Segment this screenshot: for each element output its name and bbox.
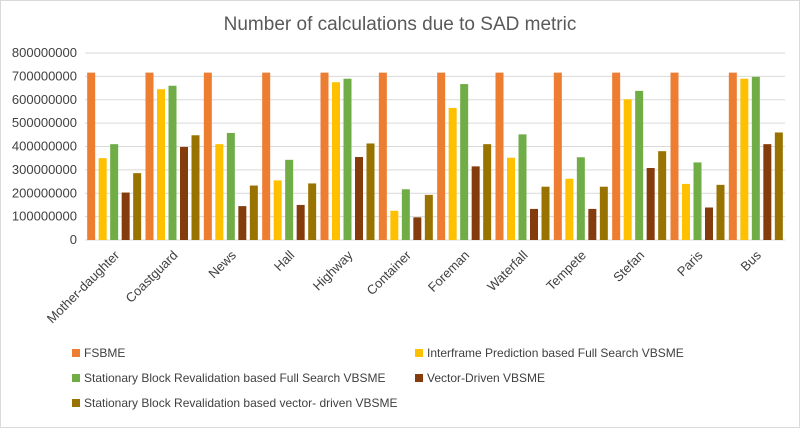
y-axis-ticks: 0 100000000 200000000 300000000 400000000 500… <box>12 45 77 247</box>
bar <box>366 143 375 240</box>
x-axis-ticks: Mother-daughter Coastguard News Hall Highway… <box>44 247 765 326</box>
x-tick-label: Bus <box>738 247 765 274</box>
y-tick-label: 100000000 <box>12 209 77 224</box>
bar <box>355 157 363 240</box>
bar <box>157 89 165 240</box>
bar <box>378 72 387 240</box>
bar <box>553 72 562 240</box>
y-tick-label: 800000000 <box>12 45 77 60</box>
bar <box>599 186 608 240</box>
x-tick-label: Mother-daughter <box>44 247 123 326</box>
y-tick-label: 0 <box>70 232 77 247</box>
bar <box>728 72 737 240</box>
bar <box>320 72 329 240</box>
bar <box>774 132 783 240</box>
bar <box>145 72 154 240</box>
x-tick-label: Container <box>363 247 414 298</box>
x-tick-label: Tempete <box>543 248 589 294</box>
bar <box>308 183 317 240</box>
y-tick-label: 500000000 <box>12 115 77 130</box>
y-tick-label: 700000000 <box>12 68 77 83</box>
bar <box>565 178 574 240</box>
bar <box>249 185 258 240</box>
legend-label: Vector-Driven VBSME <box>427 371 545 385</box>
legend-swatch <box>415 374 423 382</box>
bar <box>191 135 200 240</box>
y-tick-label: 600000000 <box>12 92 77 107</box>
bar <box>215 144 224 240</box>
bars <box>87 72 783 241</box>
bar <box>226 132 235 240</box>
bar <box>203 72 212 240</box>
bar <box>588 208 597 240</box>
bar <box>670 72 679 240</box>
bar <box>716 184 725 240</box>
bar <box>87 72 96 240</box>
x-tick-label: Paris <box>674 247 706 279</box>
bar <box>273 180 282 240</box>
bar <box>332 82 340 240</box>
bar <box>541 186 550 240</box>
bar <box>121 192 130 240</box>
legend-swatch <box>72 399 80 407</box>
x-tick-label: Waterfall <box>484 247 531 294</box>
bar <box>612 72 621 240</box>
bar <box>180 146 188 240</box>
bar <box>460 84 469 241</box>
bar <box>390 210 399 240</box>
bar <box>401 189 410 240</box>
bar <box>576 157 585 240</box>
bar <box>471 166 480 240</box>
bar <box>110 144 119 240</box>
bar <box>693 162 702 240</box>
legend-label: Stationary Block Revalidation based Full… <box>84 371 385 385</box>
bar <box>133 173 142 240</box>
legend: FSBME Interframe Prediction based Full Se… <box>72 346 684 410</box>
legend-swatch <box>72 349 80 357</box>
bar <box>424 194 433 240</box>
y-tick-label: 300000000 <box>12 162 77 177</box>
bar <box>98 158 107 240</box>
x-tick-label: Foreman <box>425 248 472 295</box>
bar <box>763 144 772 240</box>
legend-label: FSBME <box>84 346 125 360</box>
x-tick-label: News <box>205 247 239 281</box>
y-tick-label: 200000000 <box>12 185 77 200</box>
bar <box>658 151 667 240</box>
bar <box>518 134 527 240</box>
grid-lines <box>85 52 785 241</box>
chart-title: Number of calculations due to SAD metric <box>224 14 577 35</box>
x-tick-label: Stefan <box>610 248 647 285</box>
bar <box>646 168 655 240</box>
x-tick-label: Coastguard <box>122 248 180 306</box>
bar <box>448 107 457 241</box>
y-tick-label: 400000000 <box>12 139 77 154</box>
bar <box>635 90 644 241</box>
bar <box>507 157 515 240</box>
bar <box>285 159 294 240</box>
x-tick-label: Highway <box>310 247 356 293</box>
bar <box>682 183 690 240</box>
legend-label: Interframe Prediction based Full Search … <box>427 346 684 360</box>
bar <box>740 78 749 241</box>
bar <box>168 85 177 240</box>
bar <box>530 208 538 240</box>
bar <box>262 72 271 240</box>
bar <box>623 99 632 240</box>
bar <box>238 206 247 240</box>
legend-swatch <box>72 374 80 382</box>
bar <box>495 72 504 240</box>
bar <box>413 217 422 240</box>
bar <box>751 76 760 240</box>
legend-swatch <box>415 349 423 357</box>
bar <box>296 204 305 240</box>
bar <box>437 72 446 240</box>
bar <box>343 78 352 241</box>
bar <box>483 144 492 240</box>
x-tick-label: Hall <box>271 247 298 274</box>
bar <box>705 207 713 240</box>
legend-label: Stationary Block Revalidation based vect… <box>84 396 397 410</box>
